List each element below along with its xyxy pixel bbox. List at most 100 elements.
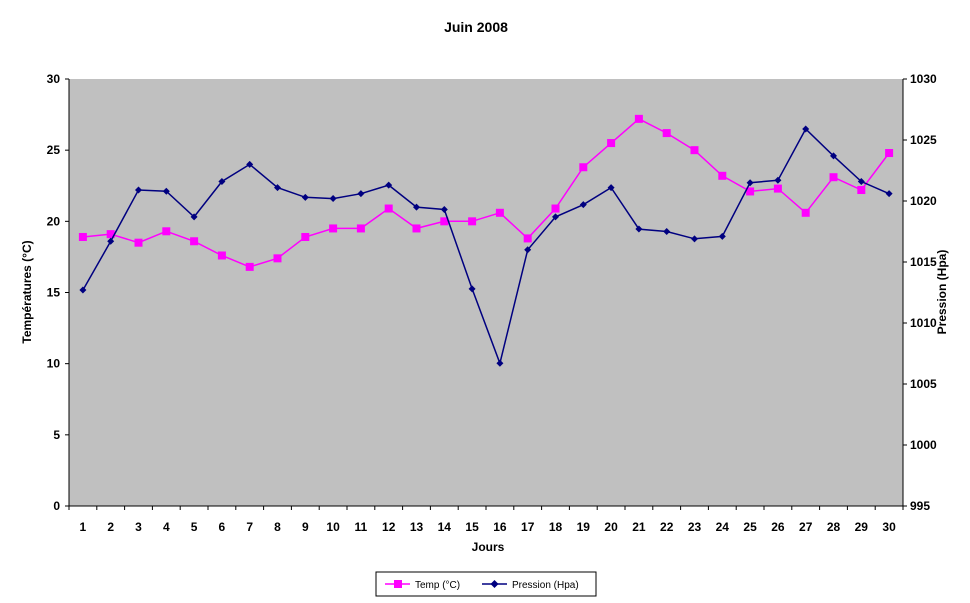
pression-point [635,225,643,233]
temp-point [412,224,421,233]
x-tick-label: 30 [882,520,896,534]
x-tick-label: 29 [855,520,869,534]
x-tick-label: 17 [521,520,535,534]
pression-point [357,190,365,198]
pression-point [524,246,532,254]
x-tick-label: 13 [410,520,424,534]
x-tick-label: 2 [107,520,114,534]
x-tick-label: 1 [80,520,87,534]
x-tick-label: 11 [355,520,368,534]
y-right-tick-label: 1020 [910,194,937,208]
x-tick-label: 16 [493,520,507,534]
y-axis-right: 995 1000 1005 1010 1015 1020 1025 1030 [903,72,937,513]
temp-point [579,163,588,172]
temp-point [106,230,115,239]
y-left-tick-label: 0 [53,499,60,513]
pression-point [857,177,865,185]
y-right-tick-label: 1010 [910,316,937,330]
temp-point [551,204,560,213]
legend-pression-label: Pression (Hpa) [512,580,579,591]
pression-point [246,160,254,168]
pression-point [830,152,837,160]
y-left-tick-label: 25 [47,143,61,157]
legend-temp-label: Temp (°C) [415,580,460,591]
pression-point [718,232,726,240]
x-tick-label: 12 [382,520,396,534]
temp-point [78,232,87,241]
legend: Temp (°C) Pression (Hpa) [375,571,597,597]
temp-point [746,187,755,196]
y-right-tick-label: 1025 [910,133,937,147]
pression-point [663,228,671,235]
temp-point [690,146,699,155]
temp-point [134,238,143,247]
x-tick-label: 21 [632,520,646,534]
temp-point [829,173,838,182]
x-tick-label: 4 [163,520,170,534]
temp-point [162,227,171,236]
x-axis: 1 2 3 4 5 6 7 8 9 10 11 12 13 14 15 16 17 18 19 20 21 22 23 24 2… [68,506,904,534]
pression-point [162,187,170,195]
temp-point [329,224,338,233]
temp-point [440,217,449,226]
x-tick-label: 28 [827,520,841,534]
legend-temp-marker [394,580,402,588]
temp-point [801,208,810,217]
y-right-tick-label: 995 [910,499,930,513]
plot-area [69,79,903,506]
temp-point [634,114,643,123]
temp-point [384,204,393,213]
temp-point [301,232,310,241]
pression-point [79,286,87,294]
pression-point [746,179,754,187]
y-left-tick-label: 5 [53,428,60,442]
y-left-tick-label: 30 [47,72,61,86]
x-tick-label: 26 [771,520,785,534]
temp-point [468,217,477,226]
x-tick-label: 3 [135,520,142,534]
y-axis-left-label: Températures (°C) [20,240,34,343]
pression-point [413,203,420,211]
x-tick-label: 9 [302,520,309,534]
temp-point [773,184,782,193]
pression-point [218,177,226,185]
x-tick-label: 25 [743,520,757,534]
series-line-temp [82,118,890,268]
temp-point [607,139,616,148]
temp-point [523,234,532,243]
y-axis-right-label: Pression (Hpa) [935,250,949,335]
temp-point [718,171,727,180]
series-layer [78,114,894,367]
pression-point [468,285,476,293]
pression-point [274,184,281,192]
pression-point [579,201,587,209]
x-tick-label: 8 [274,520,281,534]
x-tick-label: 23 [688,520,702,534]
pression-point [301,193,309,201]
pression-point [802,125,810,133]
y-right-tick-label: 1000 [910,438,937,452]
pression-point [774,176,782,184]
x-tick-label: 14 [438,520,452,534]
x-tick-label: 10 [326,520,340,534]
temp-point [885,149,894,158]
y-right-tick-label: 1005 [910,377,937,391]
y-axis-left: 0 5 10 15 20 25 30 [47,72,69,513]
temp-point [495,208,504,217]
series-line-pression [82,127,890,366]
x-tick-label: 7 [246,520,253,534]
chart-title: Juin 2008 [444,19,508,35]
temp-point [190,237,199,246]
pression-point [496,359,504,367]
x-tick-label: 18 [549,520,563,534]
y-right-tick-label: 1015 [910,255,937,269]
pression-point [135,186,142,194]
y-left-tick-label: 10 [47,357,61,371]
x-tick-label: 15 [465,520,479,534]
x-tick-label: 5 [191,520,198,534]
pression-point [385,181,393,189]
x-tick-label: 24 [716,520,730,534]
pression-point [329,195,337,203]
temp-point [273,254,282,263]
